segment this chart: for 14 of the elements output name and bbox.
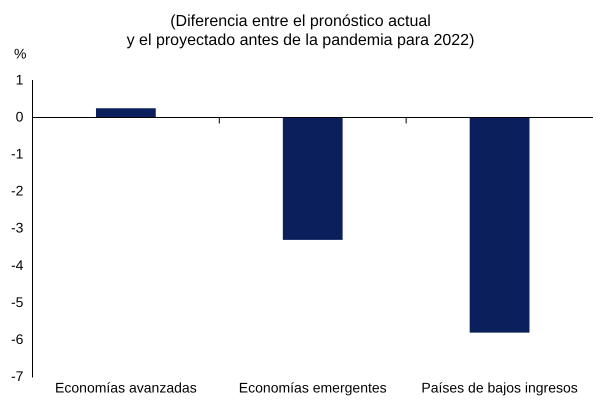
y-tick-label: 0 bbox=[16, 108, 24, 124]
chart-title: (Diferencia entre el pronóstico actual y el proyectado antes de la pandemia para 2022) bbox=[126, 13, 474, 50]
y-tick-label: -6 bbox=[10, 330, 24, 347]
x-tick-label: Países de bajos ingresos bbox=[421, 379, 578, 396]
x-tick-label: Economías emergentes bbox=[238, 379, 387, 396]
x-tick-label: Economías avanzadas bbox=[55, 379, 197, 396]
y-tick-label: -2 bbox=[10, 182, 24, 199]
y-tick-label: -5 bbox=[10, 294, 24, 310]
y-axis-title: % bbox=[14, 45, 26, 62]
y-tick-label: -1 bbox=[10, 145, 24, 162]
y-tick-label: 1 bbox=[16, 71, 24, 88]
y-tick-label: -7 bbox=[10, 368, 24, 384]
y-tick-label: -4 bbox=[10, 256, 24, 273]
y-tick-label: -3 bbox=[10, 220, 24, 236]
